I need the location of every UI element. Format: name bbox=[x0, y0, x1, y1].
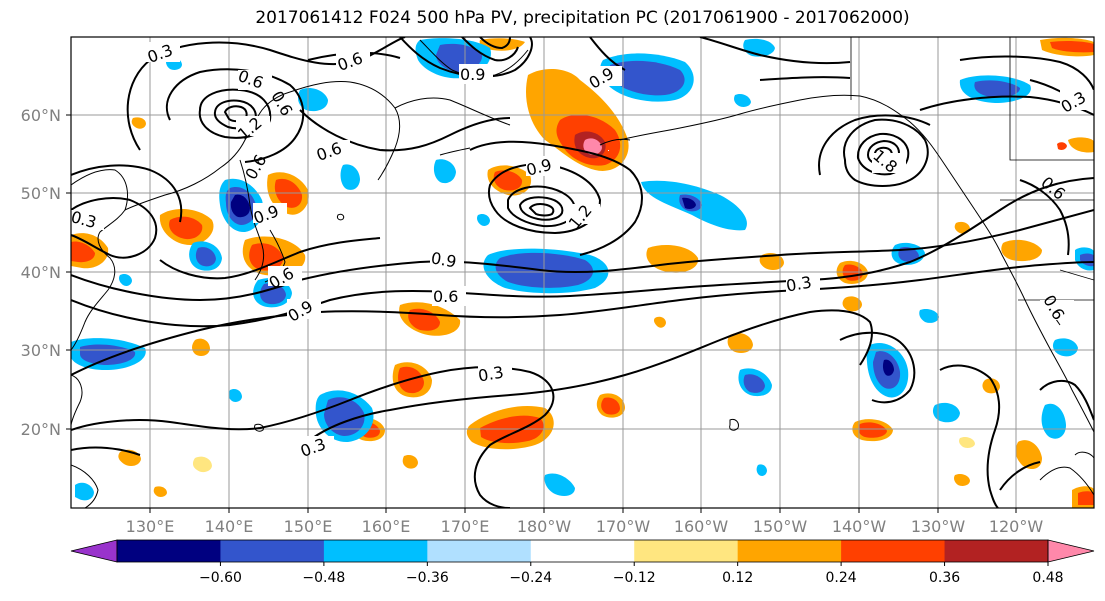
contour-label: 0.3 bbox=[477, 362, 505, 385]
colorbar-ticks: −0.60 −0.48 −0.36 −0.24 −0.12 0.12 0.24 0.36 0.4… bbox=[199, 562, 1064, 586]
colorbar-tick-label: −0.36 bbox=[406, 570, 449, 586]
colorbar-outline bbox=[116, 539, 1049, 563]
latitude-labels: 60°N 50°N 40°N 30°N 20°N bbox=[21, 106, 61, 439]
contour-label: 0.9 bbox=[430, 248, 458, 271]
colorbar-cell bbox=[117, 540, 221, 562]
axis-ticks bbox=[66, 114, 1017, 513]
lon-label: 140°W bbox=[832, 517, 887, 536]
colorbar-cells bbox=[117, 540, 1049, 562]
lat-label: 30°N bbox=[21, 341, 61, 360]
lon-label: 160°E bbox=[362, 517, 411, 536]
lon-label: 170°W bbox=[596, 517, 651, 536]
colorbar-tick-label: −0.24 bbox=[509, 570, 552, 586]
colorbar-tick-label: 0.48 bbox=[1032, 570, 1063, 586]
contour-label: 0.6 bbox=[433, 287, 458, 306]
colorbar-tick-label: 0.12 bbox=[722, 570, 753, 586]
colorbar-cell bbox=[323, 540, 428, 562]
lon-label: 130°W bbox=[911, 517, 966, 536]
lon-label: 180°W bbox=[517, 517, 572, 536]
colorbar-cell bbox=[220, 540, 325, 562]
lon-label: 150°W bbox=[753, 517, 808, 536]
colorbar: −0.60 −0.48 −0.36 −0.24 −0.12 0.12 0.24 0.36 0.4… bbox=[70, 539, 1095, 586]
colorbar-tick-label: −0.60 bbox=[199, 570, 242, 586]
lat-label: 60°N bbox=[21, 106, 61, 125]
colorbar-cell bbox=[944, 540, 1049, 562]
map-body: 0.3 0.6 0.9 0.6 1.2 0.6 0.3 0.9 0.6 0.9 … bbox=[71, 37, 1094, 508]
colorbar-extend-low bbox=[70, 539, 118, 563]
colorbar-extend-high bbox=[1047, 539, 1095, 563]
lon-label: 150°E bbox=[284, 517, 333, 536]
lat-label: 50°N bbox=[21, 184, 61, 203]
colorbar-cell bbox=[634, 540, 739, 562]
contour-labels: 0.3 0.6 0.9 0.6 1.2 0.6 0.3 0.9 0.6 0.9 … bbox=[71, 40, 1094, 461]
contour-label: 0.3 bbox=[785, 272, 813, 295]
lon-label: 120°W bbox=[989, 517, 1044, 536]
lon-label: 130°E bbox=[126, 517, 175, 536]
colorbar-cell bbox=[427, 540, 532, 562]
colorbar-cell bbox=[841, 540, 946, 562]
lon-label: 160°W bbox=[674, 517, 729, 536]
lat-label: 40°N bbox=[21, 263, 61, 282]
colorbar-tick-label: 0.24 bbox=[826, 570, 857, 586]
contour-label: 0.9 bbox=[460, 65, 485, 84]
lon-label: 170°E bbox=[441, 517, 490, 536]
pv-contours bbox=[71, 37, 1094, 508]
colorbar-tick-label: −0.48 bbox=[302, 570, 345, 586]
map-title: 2017061412 F024 500 hPa PV, precipitatio… bbox=[255, 8, 910, 28]
longitude-labels: 130°E 140°E 150°E 160°E 170°E 180°W 170°… bbox=[126, 517, 1044, 536]
lon-label: 140°E bbox=[205, 517, 254, 536]
colorbar-cell bbox=[737, 540, 842, 562]
colorbar-cell bbox=[530, 540, 635, 562]
colorbar-tick-label: 0.36 bbox=[929, 570, 960, 586]
colorbar-tick-label: −0.12 bbox=[613, 570, 656, 586]
lat-label: 20°N bbox=[21, 420, 61, 439]
coastlines bbox=[71, 39, 1094, 508]
